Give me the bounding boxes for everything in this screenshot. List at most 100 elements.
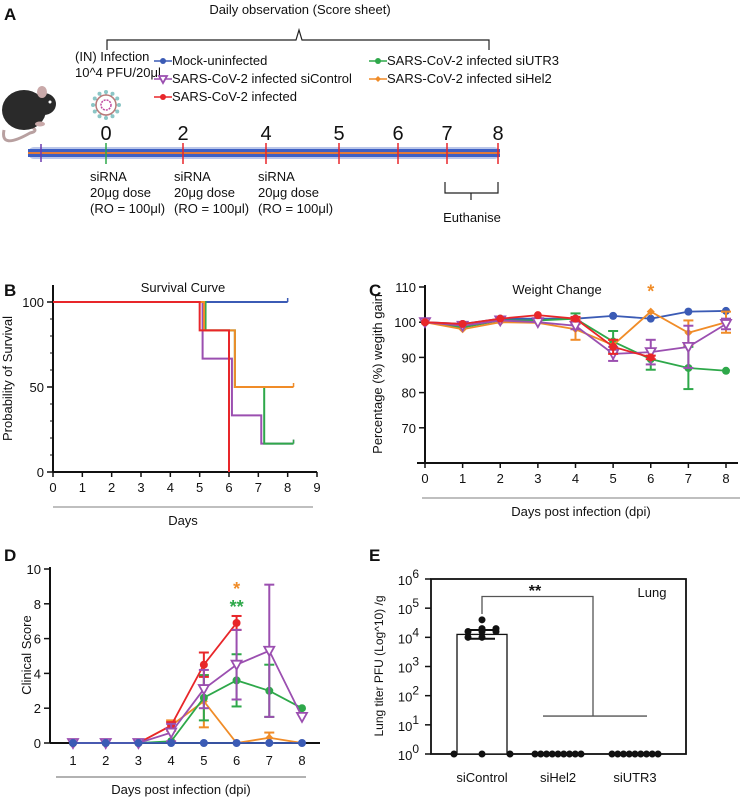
data-point	[478, 628, 486, 635]
data-point	[262, 645, 276, 658]
y-tick-label: 106	[398, 567, 419, 588]
x-tick-label: 4	[168, 753, 175, 768]
x-tick-label: 4	[167, 480, 174, 495]
svg-text:siRNA: siRNA	[174, 169, 211, 184]
tissue-label: Lung	[638, 585, 667, 600]
data-point	[620, 750, 627, 758]
y-tick-label: 100	[22, 295, 44, 310]
observation-title: Daily observation (Score sheet)	[209, 2, 390, 17]
panel-label-d: D	[4, 546, 16, 565]
data-point	[199, 739, 208, 747]
x-tick-label: 7	[685, 471, 692, 486]
x-tick-label: 9	[313, 480, 320, 495]
y-axis-title: Lung titer PFU (Log^10) /g	[372, 595, 386, 736]
data-point	[654, 750, 662, 758]
x-tick-label: 2	[497, 471, 504, 486]
x-category-label: siUTR3	[613, 770, 656, 785]
y-tick-label: 6	[34, 632, 41, 647]
y-axis-title: Clinical Score	[19, 615, 34, 694]
x-tick-label: 6	[225, 480, 232, 495]
data-point	[554, 750, 562, 758]
x-tick-label: 0	[49, 480, 56, 495]
infection-dose: 10^4 PFU/20μl	[75, 65, 161, 80]
chart-title: Survival Curve	[141, 280, 226, 295]
y-tick-label: 102	[398, 684, 419, 705]
legend-label: Mock-uninfected	[172, 53, 267, 68]
data-point	[631, 750, 639, 758]
data-point	[160, 58, 166, 64]
euthanise-bracket	[444, 182, 499, 200]
x-tick-label: 1	[69, 753, 76, 768]
y-tick-label: 105	[398, 596, 419, 617]
y-tick-label: 8	[34, 597, 41, 612]
y-tick-label: 70	[402, 421, 416, 436]
data-point	[548, 750, 556, 758]
data-point	[464, 633, 472, 641]
data-point	[232, 739, 241, 747]
y-tick-label: 90	[402, 350, 416, 365]
x-tick-label: 5	[200, 753, 207, 768]
x-axis-title: Days post infection (dpi)	[511, 504, 650, 519]
data-point	[298, 739, 306, 747]
y-tick-label: 103	[398, 655, 419, 676]
data-point	[199, 660, 208, 669]
y-axis-title: Percentage (%) wegith gain	[370, 294, 385, 454]
data-point	[421, 318, 429, 327]
data-point	[609, 311, 618, 320]
svg-text:20μg dose: 20μg dose	[174, 185, 235, 200]
data-point	[648, 750, 656, 758]
significance-asterisk: **	[230, 597, 244, 617]
data-point	[164, 727, 178, 740]
timeline-day-label: 4	[260, 123, 271, 145]
y-tick-label: 4	[34, 666, 41, 681]
x-tick-label: 3	[137, 480, 144, 495]
panel-label-a: A	[4, 5, 16, 24]
data-point	[478, 616, 486, 624]
y-tick-label: 0	[34, 736, 41, 751]
data-point	[608, 750, 616, 758]
x-tick-label: 1	[459, 471, 466, 486]
panel-c-weight-chart: C 0 1 2 3 4 5 6 7 8 70 80 90 100 110 Days post infecti…	[369, 280, 740, 519]
data-point	[230, 659, 244, 672]
svg-text:siRNA: siRNA	[90, 169, 127, 184]
svg-text:(RO = 100μl): (RO = 100μl)	[174, 201, 249, 216]
x-axis-title: Days	[168, 513, 198, 528]
y-tick-label: 0	[37, 465, 44, 480]
data-point	[478, 750, 486, 758]
infection-label: (IN) Infection	[75, 49, 149, 64]
y-tick-label: 101	[398, 713, 419, 734]
svg-text:(RO = 100μl): (RO = 100μl)	[90, 201, 165, 216]
data-point	[375, 58, 381, 64]
timeline-day-label: 0	[100, 123, 111, 145]
x-tick-label: 2	[102, 753, 109, 768]
significance-label: **	[529, 583, 542, 600]
panel-label-b: B	[4, 281, 16, 300]
panel-b-survival-chart: B 0 1 2 3 4 5 6 7 8 9 0 50 100 Days Probability of Sur…	[0, 280, 321, 528]
legend: Mock-uninfected SARS-CoV-2 infected siCon…	[154, 53, 559, 104]
data-point	[533, 311, 542, 320]
data-point	[134, 739, 143, 747]
x-category-label: siHel2	[540, 770, 576, 785]
survival-step-line	[53, 301, 230, 472]
x-tick-label: 8	[298, 753, 305, 768]
significance-asterisk: *	[647, 282, 654, 302]
svg-text:20μg dose: 20μg dose	[258, 185, 319, 200]
x-tick-label: 0	[421, 471, 428, 486]
x-tick-label: 5	[610, 471, 617, 486]
x-tick-label: 4	[572, 471, 579, 486]
legend-item: SARS-CoV-2 infected siHel2	[369, 71, 552, 86]
data-point	[232, 618, 241, 627]
y-tick-label: 80	[402, 386, 416, 401]
legend-item: SARS-CoV-2 infected	[154, 89, 297, 104]
data-point	[577, 750, 585, 758]
significance-asterisk: *	[233, 579, 240, 599]
panel-e-lung-titer-chart: E 100 101 102 103 104 105 106 Lung titer PFU (L…	[369, 546, 687, 785]
data-point	[646, 314, 655, 323]
svg-text:20μg dose: 20μg dose	[90, 185, 151, 200]
bar	[456, 633, 508, 755]
timeline-day-label: 7	[441, 123, 452, 145]
x-tick-label: 6	[233, 753, 240, 768]
data-point	[450, 750, 458, 758]
